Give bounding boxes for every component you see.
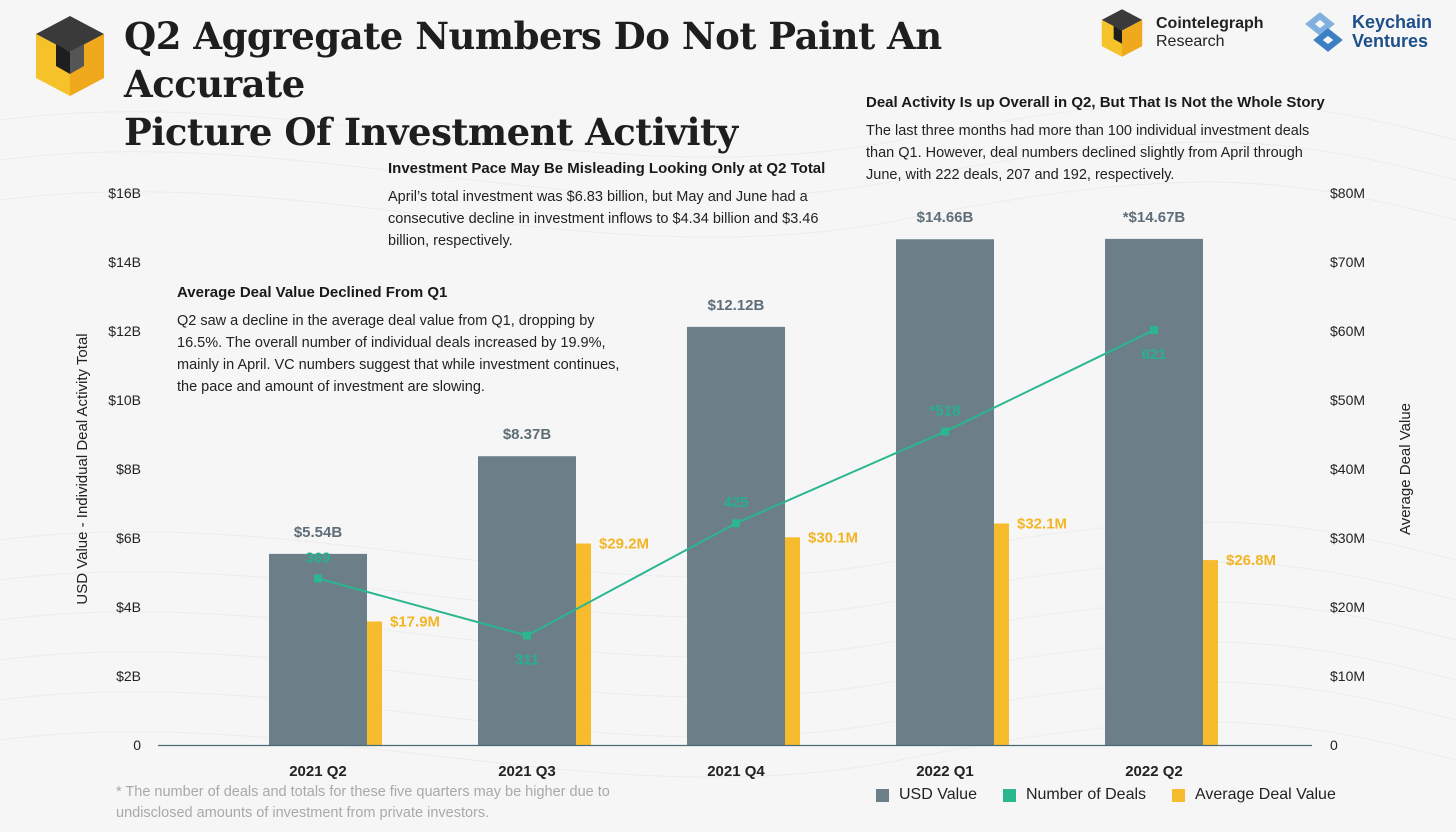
left-tick-label: $4B (116, 599, 141, 615)
annotation-average-deal-heading: Average Deal Value Declined From Q1 (177, 284, 448, 301)
legend-label-usd: USD Value (899, 786, 977, 803)
cointelegraph-sub: Research (1156, 33, 1225, 50)
deals-label: 369 (305, 549, 330, 566)
category-label: 2021 Q2 (289, 763, 347, 780)
left-tick-label: $16B (108, 185, 141, 201)
deals-point (314, 574, 322, 583)
legend-swatch-deals (1002, 788, 1016, 802)
keychain-line2: Ventures (1352, 31, 1429, 51)
right-tick-label: 0 (1330, 737, 1338, 753)
legend-item-deals: Number of Deals (1002, 786, 1147, 804)
right-tick-label: $50M (1330, 392, 1365, 408)
left-tick-label: $8B (116, 461, 141, 477)
cointelegraph-small-cube-icon (1101, 9, 1143, 57)
category-label: 2021 Q4 (707, 763, 765, 780)
cointelegraph-name: Cointelegraph (1156, 15, 1264, 32)
avg-bar-label: $30.1M (808, 529, 858, 546)
right-tick-label: $40M (1330, 461, 1365, 477)
legend-swatch-usd (876, 788, 889, 802)
legend-label-avg: Average Deal Value (1195, 786, 1336, 803)
usd-bar (478, 456, 576, 745)
right-tick-label: $30M (1330, 530, 1365, 546)
usd-bar-label: *$14.67B (1123, 209, 1186, 226)
usd-bar-label: $14.66B (917, 209, 974, 226)
annotation-average-deal-body: Q2 saw a decline in the average deal val… (177, 313, 620, 395)
usd-bar (269, 553, 367, 745)
left-tick-label: $6B (116, 530, 141, 546)
deals-point (523, 631, 531, 640)
category-label: 2021 Q3 (498, 763, 556, 780)
left-tick-label: $14B (108, 254, 141, 270)
right-tick-label: $80M (1330, 185, 1365, 201)
left-tick-label: 0 (133, 737, 141, 753)
avg-bar-label: $32.1M (1017, 516, 1067, 533)
deals-point (941, 427, 949, 436)
cointelegraph-research-brand: Cointelegraph Research (1100, 8, 1264, 58)
avg-bar-label: $26.8M (1226, 552, 1276, 569)
usd-bar-label: $5.54B (294, 524, 343, 541)
avg-bar (1203, 560, 1218, 745)
right-axis-title: Average Deal Value (1397, 403, 1414, 535)
usd-bar-label: $8.37B (503, 426, 552, 443)
deals-label: *518 (930, 403, 961, 420)
chart-title: Q2 Aggregate Numbers Do Not Paint An Acc… (124, 12, 1064, 156)
deals-point (1150, 326, 1158, 335)
legend-label-deals: Number of Deals (1025, 786, 1147, 803)
right-tick-label: $70M (1330, 254, 1365, 270)
annotation-deal-activity: Deal Activity Is up Overall in Q2, But T… (866, 94, 1336, 186)
annotation-average-deal: Average Deal Value Declined From Q1 Q2 s… (177, 284, 627, 398)
right-tick-label: $60M (1330, 323, 1365, 339)
deals-label: 425 (723, 494, 748, 511)
usd-bar (1105, 238, 1203, 745)
left-tick-label: $2B (116, 668, 141, 684)
category-label: 2022 Q2 (1125, 763, 1183, 780)
footnote: * The number of deals and totals for the… (116, 784, 610, 821)
avg-bar (994, 523, 1009, 745)
annotation-deal-activity-heading: Deal Activity Is up Overall in Q2, But T… (866, 94, 1325, 111)
keychain-line1: Keychain (1352, 12, 1433, 32)
chart-title-line2: Picture Of Investment Activity (124, 110, 738, 154)
cointelegraph-cube-logo (36, 16, 104, 96)
deals-label: 621 (1141, 346, 1166, 363)
avg-bar-label: $17.9M (390, 613, 440, 630)
usd-bar (687, 326, 785, 745)
avg-bar-label: $29.2M (599, 536, 649, 553)
avg-bar (367, 621, 382, 745)
deals-point (732, 519, 740, 528)
category-label: 2022 Q1 (916, 763, 974, 780)
left-axis-title: USD Value - Individual Deal Activity Tot… (74, 333, 91, 604)
right-tick-label: $20M (1330, 599, 1365, 615)
annotation-deal-activity-body: The last three months had more than 100 … (866, 123, 1310, 183)
avg-bar (576, 543, 591, 745)
chart-title-line1: Q2 Aggregate Numbers Do Not Paint An Acc… (124, 14, 942, 106)
keychain-ventures-brand: Keychain Ventures (1302, 10, 1432, 54)
usd-bar-label: $12.12B (708, 297, 765, 314)
annotation-investment-pace-body: April’s total investment was $6.83 billi… (388, 189, 819, 249)
legend-item-avg: Average Deal Value (1172, 786, 1336, 804)
annotation-investment-pace: Investment Pace May Be Misleading Lookin… (388, 160, 838, 252)
annotation-investment-pace-heading: Investment Pace May Be Misleading Lookin… (388, 160, 826, 177)
right-tick-label: $10M (1330, 668, 1365, 684)
chart-legend: USD Value Number of Deals Average Deal V… (876, 786, 1362, 804)
left-tick-label: $12B (108, 323, 141, 339)
legend-item-usd: USD Value (876, 786, 977, 804)
usd-bar (896, 239, 994, 746)
avg-bar (785, 537, 800, 745)
deals-label: 311 (515, 652, 539, 669)
keychain-link-icon (1305, 12, 1343, 52)
legend-swatch-avg (1172, 788, 1186, 802)
left-tick-label: $10B (108, 392, 141, 408)
